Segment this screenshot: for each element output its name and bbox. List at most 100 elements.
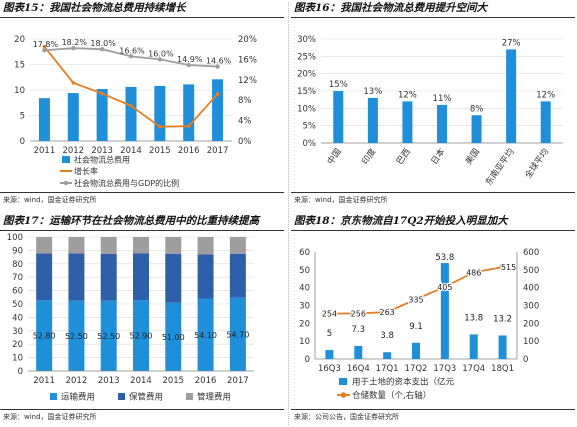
data-label-ratio: 17.8% [33,40,59,49]
y-left-tick-label: 0 [20,137,25,147]
y-left-tick-label: 50 [299,266,310,276]
bar-segment [68,237,85,254]
data-label: 52.50 [65,332,88,341]
point-cost-gdp-ratio [157,57,163,62]
x-tick-label: 16Q4 [347,364,370,374]
data-label-ratio: 16.6% [119,46,145,55]
data-label: 51.00 [162,333,185,342]
data-label: 52.50 [97,332,120,341]
y-tick-label: 80 [12,260,23,270]
y-tick-label: 30 [12,327,23,337]
y-left-tick-label: 30 [299,302,310,312]
point-growth-rate [129,104,133,108]
x-tick-label: 2015 [162,376,184,386]
y-tick-label: 90 [12,246,23,256]
bar-segment [165,302,182,371]
y-left-tick-label: 5 [20,112,25,122]
y-right-tick-label: 300 [523,302,539,312]
data-label: 12% [398,90,417,100]
point-cost-gdp-ratio [42,48,47,53]
x-tick-label: 日本 [429,146,448,167]
x-tick-label: 18Q1 [491,364,514,374]
y-tick-label: 10% [297,104,316,114]
y-tick-label: 30% [297,35,316,45]
bar-segment [229,253,246,298]
data-label-ratio: 16.0% [148,49,174,58]
x-tick-label: 2016 [195,376,217,386]
legend-label: 管理费用 [197,392,231,403]
y-right-tick-label: 200 [523,319,539,329]
point-warehouse-count [499,263,506,271]
source-note: 来源：wind，国金证券研究所 [294,196,388,204]
y-right-tick-label: 16% [238,55,257,65]
y-left-tick-label: 20 [299,319,310,329]
source-note: 来源：wind，国金证券研究所 [3,196,97,204]
x-tick-label: 16Q3 [318,364,341,374]
data-label-warehouse: 263 [380,308,395,317]
point-warehouse-count [470,269,477,276]
legend-label: 社会物流总费用与GDP的比例 [74,178,179,188]
source-rule [291,192,575,193]
y-tick-label: 15% [297,87,316,97]
y-tick-label: 100 [7,233,23,243]
data-label: 54.10 [194,331,217,340]
bar-logistics-cost [183,84,195,141]
bar-segment [133,237,149,254]
bar [506,49,517,143]
bar-land-capex [325,350,334,359]
data-label-ratio: 18.2% [62,38,88,47]
bar-segment [133,300,149,371]
panel-title: 图表15：我国社会物流总费用持续增长 [3,2,186,14]
bar-logistics-cost [125,86,137,141]
data-label: 52.80 [33,332,56,341]
x-tick-label: 2017 [207,146,229,156]
x-tick-label: 2015 [149,146,171,156]
x-tick-label: 全球平均 [523,146,552,180]
data-label-ratio: 14.9% [177,55,203,64]
y-right-tick-label: 500 [523,266,539,276]
legend-label: 增长率 [74,166,98,176]
point-cost-gdp-ratio [99,47,105,52]
source-note: 来源：公司公告，国金证券研究所 [294,413,399,421]
y-tick-label: 20% [297,70,316,80]
bar-land-capex [469,334,478,359]
source-rule [0,192,284,193]
y-tick-label: 40 [12,313,23,323]
point-growth-rate [158,124,162,129]
data-label-capex: 5 [327,329,332,339]
legend-swatch-bar [62,156,70,163]
bar-segment [165,253,182,303]
bar-segment [229,237,246,254]
panel-title: 图表16：我国社会物流总费用提升空间大 [294,2,488,14]
bar-segment [165,237,182,254]
bar [402,101,413,143]
point-warehouse-count [412,296,420,303]
bar-segment [197,298,214,371]
y-tick-label: 70 [12,273,23,283]
data-label-ratio: 18.0% [90,39,116,48]
y-right-tick-label: 400 [523,284,539,294]
bar [540,101,551,143]
data-label: 12% [536,90,555,100]
y-right-tick-label: 8% [238,96,252,106]
legend-swatch [118,393,125,400]
legend-label: 保管费用 [129,392,163,403]
legend-label: 运输费用 [61,392,95,403]
x-tick-label: 17Q3 [433,364,456,374]
legend-swatch-ratio-dot [63,180,69,186]
chart-15-svg: 0 5 10 15 20 0% 4% 8% 12% 16% 20% 2011 2012 2013 2014 2… [14,35,257,188]
chart-17-svg: 0 10 20 30 40 50 60 70 80 90 100 52.80 2011 52.50 2012… [7,233,254,403]
bar-land-capex [440,263,449,359]
data-label-capex: 7.3 [352,325,366,335]
data-label-capex: 13.8 [464,313,483,323]
data-label: 13% [363,87,382,97]
legend-swatch-bar [339,378,347,385]
panel-title: 图表18：京东物流自17Q2开始投入明显加大 [294,215,508,227]
bar [367,97,378,143]
legend-swatch [186,393,193,400]
point-cost-gdp-ratio [215,64,220,69]
bar-segment [100,253,117,301]
bar-logistics-cost [38,98,50,141]
data-label: 52.90 [130,332,153,341]
